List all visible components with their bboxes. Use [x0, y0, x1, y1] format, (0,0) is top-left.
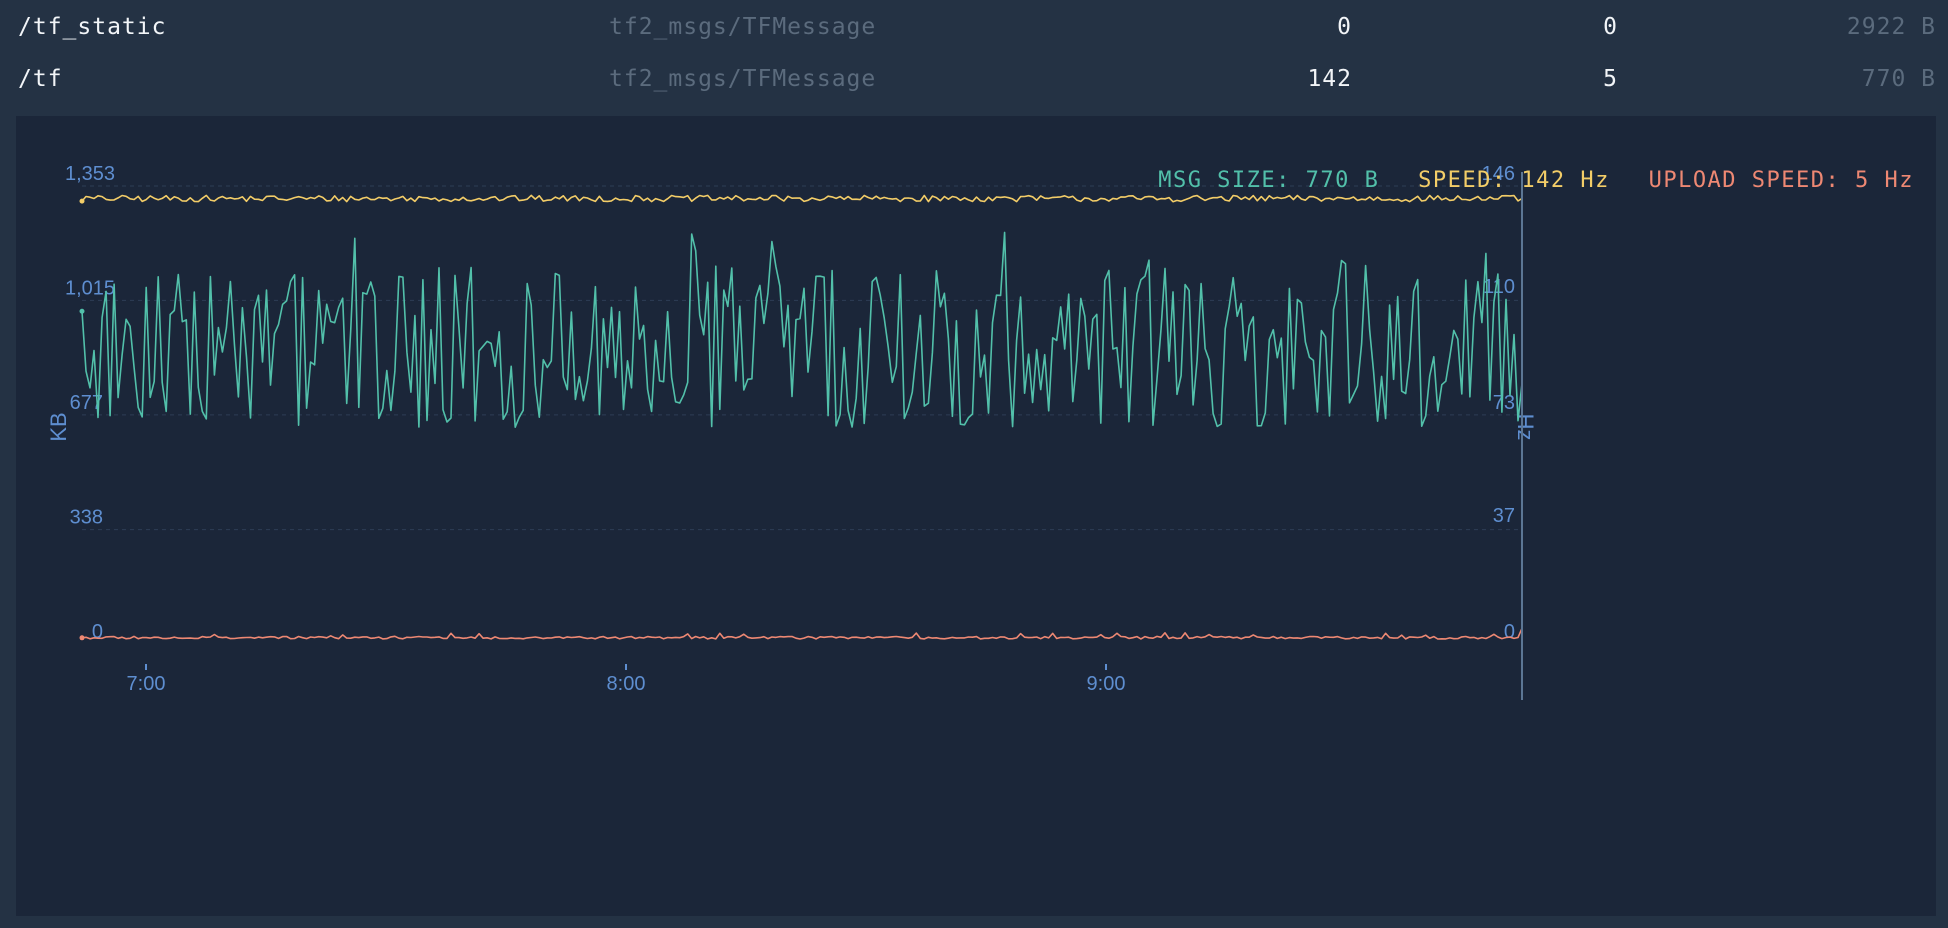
- chart-panel: 0 338 677 1,015 1,353 0 37 73 110 146 KB Hz 7:00 8:00…: [16, 116, 1936, 916]
- legend-msg-size: MSG SIZE: 770 B: [1158, 168, 1380, 193]
- x-tick-label: 8:00: [607, 673, 646, 695]
- y-left-tick-label: 677: [70, 392, 103, 414]
- x-tick-label: 7:00: [127, 673, 166, 695]
- speed-series-line: [81, 194, 1523, 203]
- topic-row-tf[interactable]: /tf tf2_msgs/TFMessage 142 5 770 B: [0, 54, 1948, 106]
- legend-speed: SPEED: 142 Hz: [1418, 168, 1610, 193]
- y-right-tick-label: 37: [1493, 505, 1515, 527]
- series-start-point: [79, 635, 85, 641]
- topic-size: 2922 B: [1846, 14, 1936, 40]
- series-start-point: [79, 308, 85, 314]
- y-left-tick-label: 1,015: [65, 277, 115, 299]
- legend-upload-speed: UPLOAD SPEED: 5 Hz: [1648, 168, 1914, 193]
- y-left-tick-label: 338: [70, 507, 103, 529]
- topic-name: /tf: [18, 66, 63, 92]
- chart-legend: MSG SIZE: 770 B SPEED: 142 Hz UPLOAD SPE…: [1134, 168, 1914, 193]
- y-right-tick-label: 146: [1482, 163, 1515, 185]
- topic-frequency: 0: [1337, 14, 1352, 40]
- topic-upload: 0: [1603, 14, 1618, 40]
- topic-type: tf2_msgs/TFMessage: [609, 66, 877, 92]
- topic-table: /tf_static tf2_msgs/TFMessage 0 0 2922 B…: [0, 0, 1948, 116]
- y-right-tick-label: 73: [1493, 392, 1515, 414]
- x-tick-label: 9:00: [1087, 673, 1126, 695]
- y-right-axis-label: Hz: [1513, 414, 1538, 441]
- msg-size-series-line: [81, 231, 1523, 428]
- upload-speed-series-line: [81, 627, 1523, 640]
- y-left-tick-label: 1,353: [65, 163, 115, 185]
- y-left-axis-label: KB: [46, 412, 71, 441]
- topic-upload: 5: [1603, 66, 1618, 92]
- y-right-tick-label: 0: [1504, 621, 1515, 643]
- topic-row-tf-static[interactable]: /tf_static tf2_msgs/TFMessage 0 0 2922 B: [0, 2, 1948, 54]
- y-left-tick-label: 0: [92, 621, 103, 643]
- topic-frequency: 142: [1307, 66, 1352, 92]
- topic-size: 770 B: [1861, 66, 1936, 92]
- topic-type: tf2_msgs/TFMessage: [609, 14, 877, 40]
- topic-name: /tf_static: [18, 14, 167, 40]
- series-start-point: [79, 198, 85, 204]
